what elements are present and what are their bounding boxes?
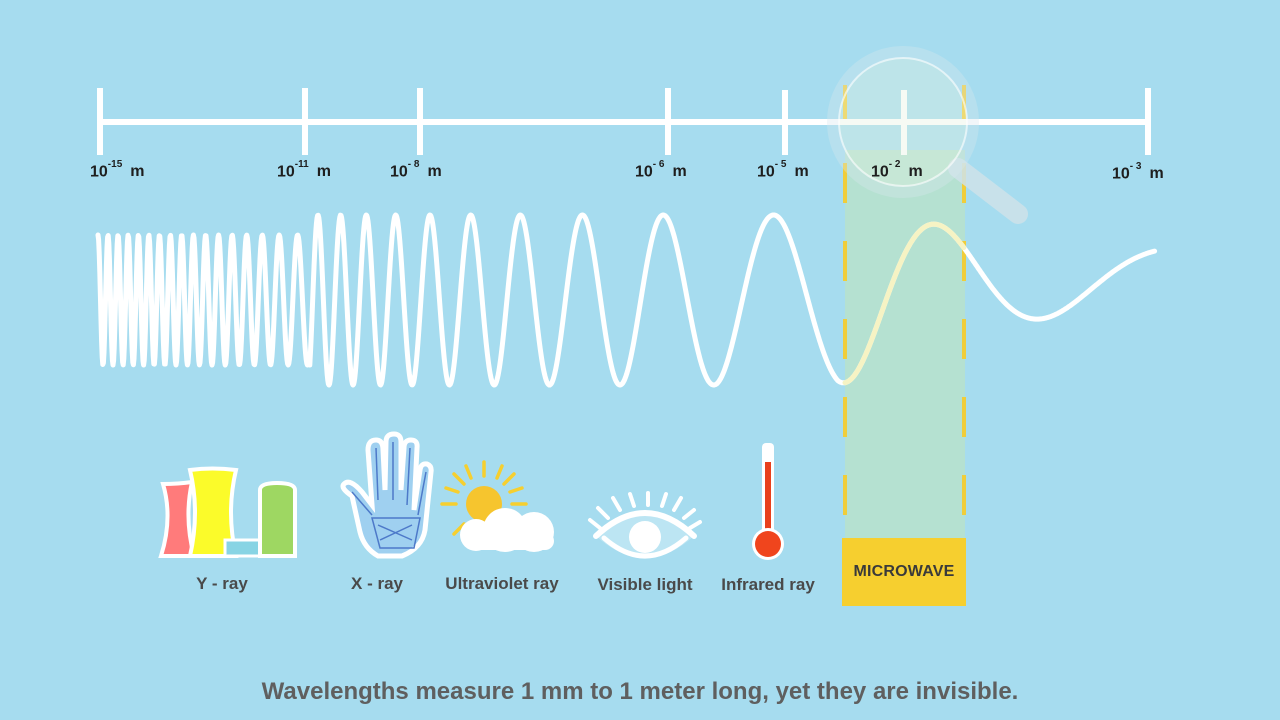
tick-label: 10-15 m	[90, 159, 145, 181]
sun-cloud-icon	[440, 460, 554, 552]
microwave-band	[845, 150, 965, 540]
category-label-infrared: Infrared ray	[721, 575, 815, 594]
caption: Wavelengths measure 1 mm to 1 meter long…	[261, 678, 1019, 705]
thermometer-icon	[752, 443, 784, 560]
eye-icon	[588, 491, 702, 559]
nuclear-plant-icon	[158, 466, 297, 558]
magnifier-icon	[827, 46, 1028, 224]
category-label-xray: X - ray	[351, 574, 403, 593]
tick-label: 10-11 m	[277, 159, 331, 181]
scale-axis	[97, 88, 1151, 155]
category-label-ultraviolet: Ultraviolet ray	[445, 574, 559, 593]
category-label-gamma: Y - ray	[196, 574, 248, 593]
wave-line	[95, 212, 1158, 388]
category-label-visible: Visible light	[597, 575, 693, 594]
xray-hand-icon	[340, 431, 434, 559]
wave-line-highlighted	[842, 221, 967, 386]
microwave-label: MICROWAVE	[842, 538, 966, 606]
